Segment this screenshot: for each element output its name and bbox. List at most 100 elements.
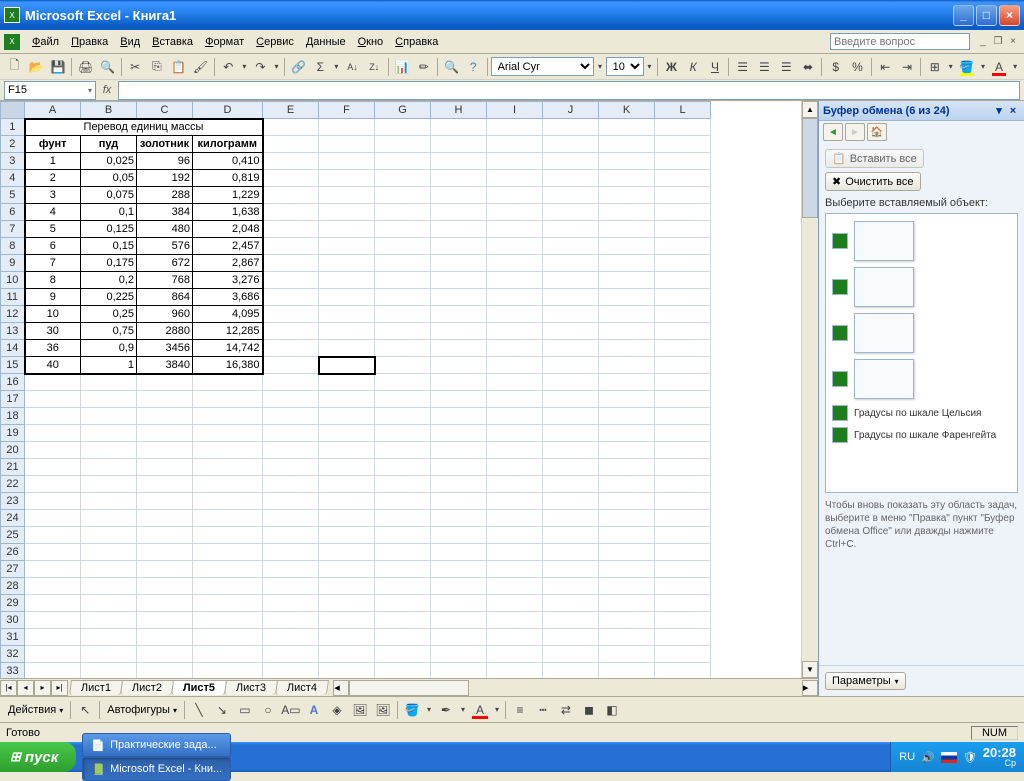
help-button[interactable]: ? [463,56,484,78]
cell-J31[interactable] [543,629,599,646]
cell-D33[interactable] [193,663,263,679]
cell-C28[interactable] [137,578,193,595]
cell-C21[interactable] [137,459,193,476]
cell-J28[interactable] [543,578,599,595]
cell-G19[interactable] [375,425,431,442]
cell-C7[interactable]: 480 [137,221,193,238]
tray-icon[interactable]: 🔊 [921,751,935,764]
cell-I31[interactable] [487,629,543,646]
cell-F10[interactable] [319,272,375,289]
scroll-down-button[interactable]: ▼ [802,661,818,678]
cell-D23[interactable] [193,493,263,510]
cell-H20[interactable] [431,442,487,459]
cell-F29[interactable] [319,595,375,612]
row-header-32[interactable]: 32 [1,646,25,663]
cell-K26[interactable] [599,544,655,561]
cell-A4[interactable]: 2 [25,170,81,187]
cell-J7[interactable] [543,221,599,238]
cell-J26[interactable] [543,544,599,561]
print-preview-button[interactable]: 🔍 [97,56,118,78]
clipboard-item[interactable] [830,218,1013,264]
cell-D8[interactable]: 2,457 [193,238,263,255]
sheet-tab-Лист2[interactable]: Лист2 [120,680,174,695]
cell-E11[interactable] [263,289,319,306]
cell-K15[interactable] [599,357,655,374]
cell-J29[interactable] [543,595,599,612]
cell-F16[interactable] [319,374,375,391]
cell-J17[interactable] [543,391,599,408]
italic-button[interactable]: К [683,56,704,78]
minimize-button[interactable]: _ [953,5,974,26]
cell-F31[interactable] [319,629,375,646]
cell-F14[interactable] [319,340,375,357]
cell-I1[interactable] [487,119,543,136]
redo-button[interactable]: ↷ [250,56,271,78]
cell-K11[interactable] [599,289,655,306]
ask-question-input[interactable] [830,33,970,50]
cell-J4[interactable] [543,170,599,187]
cell-H28[interactable] [431,578,487,595]
cell-I25[interactable] [487,527,543,544]
cell-B9[interactable]: 0,175 [81,255,137,272]
cell-E1[interactable] [263,119,319,136]
cell-H1[interactable] [431,119,487,136]
column-header-I[interactable]: I [487,102,543,119]
cell-F20[interactable] [319,442,375,459]
row-header-20[interactable]: 20 [1,442,25,459]
cell-D17[interactable] [193,391,263,408]
cell-E32[interactable] [263,646,319,663]
cell-D6[interactable]: 1,638 [193,204,263,221]
new-button[interactable]: 🗋 [4,56,25,78]
cell-B28[interactable] [81,578,137,595]
currency-button[interactable]: $ [825,56,846,78]
cell-H18[interactable] [431,408,487,425]
cell-K8[interactable] [599,238,655,255]
column-header-K[interactable]: K [599,102,655,119]
row-header-33[interactable]: 33 [1,663,25,679]
cell-K5[interactable] [599,187,655,204]
cell-I12[interactable] [487,306,543,323]
fill-color-button-2[interactable]: 🪣 [401,699,423,721]
sort-desc-button[interactable]: Z↓ [364,56,385,78]
cell-D22[interactable] [193,476,263,493]
cell-H25[interactable] [431,527,487,544]
arrow-button[interactable]: ↘ [211,699,233,721]
cell-L20[interactable] [655,442,711,459]
cell-C2[interactable]: золотник [137,136,193,153]
cell-L2[interactable] [655,136,711,153]
cell-K18[interactable] [599,408,655,425]
cell-J20[interactable] [543,442,599,459]
cell-G6[interactable] [375,204,431,221]
cell-L27[interactable] [655,561,711,578]
taskpane-close-button[interactable]: × [1006,105,1020,117]
align-right-button[interactable]: ☰ [776,56,797,78]
cell-F22[interactable] [319,476,375,493]
cell-J10[interactable] [543,272,599,289]
column-header-H[interactable]: H [431,102,487,119]
cell-J6[interactable] [543,204,599,221]
fx-button[interactable]: fx [96,84,118,96]
autoshapes-menu[interactable]: Автофигуры ▾ [103,704,181,716]
actions-menu[interactable]: Действия ▾ [4,704,67,716]
cell-A18[interactable] [25,408,81,425]
cell-I5[interactable] [487,187,543,204]
cell-I13[interactable] [487,323,543,340]
cell-C11[interactable]: 864 [137,289,193,306]
cell-G31[interactable] [375,629,431,646]
align-center-button[interactable]: ☰ [754,56,775,78]
cell-C15[interactable]: 3840 [137,357,193,374]
print-button[interactable]: 🖨 [75,56,96,78]
cell-H16[interactable] [431,374,487,391]
cell-A21[interactable] [25,459,81,476]
close-button[interactable]: × [999,5,1020,26]
cell-K9[interactable] [599,255,655,272]
cell-C13[interactable]: 2880 [137,323,193,340]
fill-color-button[interactable]: 🪣 [957,56,978,78]
row-header-28[interactable]: 28 [1,578,25,595]
cell-E13[interactable] [263,323,319,340]
undo-button[interactable]: ↶ [218,56,239,78]
cell-D2[interactable]: килограмм [193,136,263,153]
cell-A27[interactable] [25,561,81,578]
picture-button[interactable]: 🖼 [372,699,394,721]
cell-A10[interactable]: 8 [25,272,81,289]
